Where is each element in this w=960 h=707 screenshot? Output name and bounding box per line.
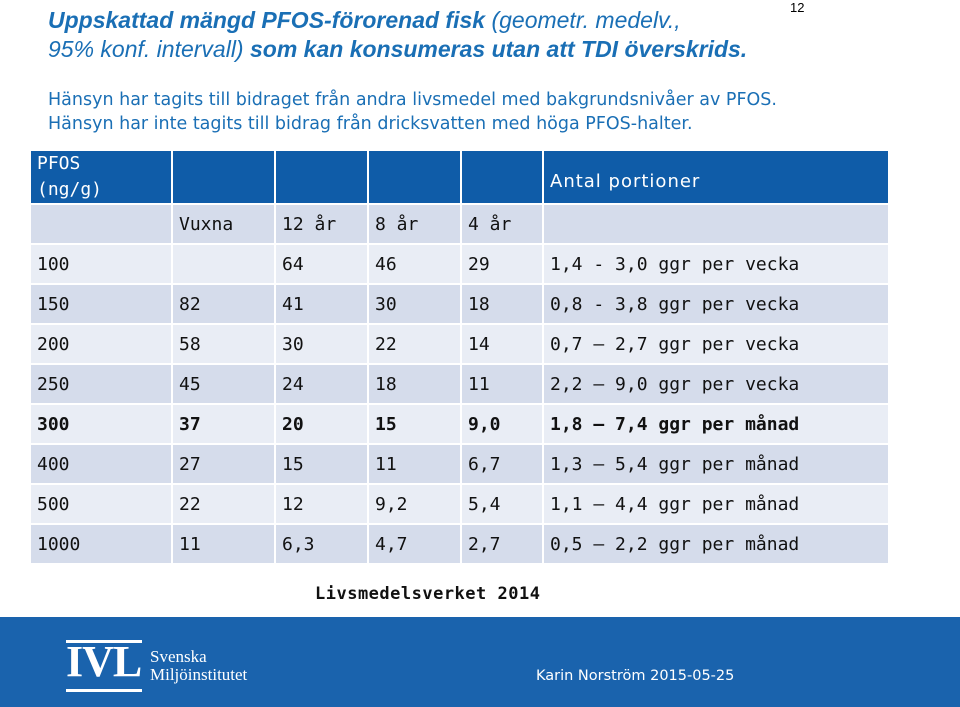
cell-8ar: 30 (369, 285, 460, 323)
group-12ar: 12 år (276, 205, 367, 243)
cell-4ar: 9,0 (462, 405, 542, 443)
cell-12ar: 30 (276, 325, 367, 363)
table-row: 300 37 20 15 9,0 1,8 – 7,4 ggr per månad (31, 405, 888, 443)
cell-pfos: 150 (31, 285, 171, 323)
cell-vuxna: 82 (173, 285, 274, 323)
logo-name-line2: Miljöinstitutet (150, 665, 248, 684)
header-empty-1 (173, 151, 274, 203)
cell-8ar: 9,2 (369, 485, 460, 523)
cell-12ar: 12 (276, 485, 367, 523)
cell-pfos: 400 (31, 445, 171, 483)
title-line1-normal: (geometr. medelv., (485, 7, 681, 33)
cell-8ar: 22 (369, 325, 460, 363)
cell-12ar: 64 (276, 245, 367, 283)
logo-bottom-rule (66, 689, 142, 692)
source-label: Livsmedelsverket 2014 (315, 584, 541, 604)
header-empty-3 (369, 151, 460, 203)
table-row: 500 22 12 9,2 5,4 1,1 – 4,4 ggr per månad (31, 485, 888, 523)
cell-pfos: 1000 (31, 525, 171, 563)
cell-4ar: 6,7 (462, 445, 542, 483)
cell-frequency: 1,3 – 5,4 ggr per månad (544, 445, 888, 483)
cell-12ar: 6,3 (276, 525, 367, 563)
group-empty (31, 205, 171, 243)
table-row: 200 58 30 22 14 0,7 – 2,7 ggr per vecka (31, 325, 888, 363)
cell-4ar: 18 (462, 285, 542, 323)
cell-vuxna: 22 (173, 485, 274, 523)
header-empty-4 (462, 151, 542, 203)
slide-number: 12 (790, 0, 805, 15)
cell-pfos: 200 (31, 325, 171, 363)
title-line2-bold: som kan konsumeras utan att TDI överskri… (249, 36, 748, 62)
group-8ar: 8 år (369, 205, 460, 243)
footer-bar (313, 617, 960, 707)
cell-frequency: 0,8 - 3,8 ggr per vecka (544, 285, 888, 323)
cell-pfos: 100 (31, 245, 171, 283)
table-header-row: PFOS (ng/g) Antal portioner (31, 151, 888, 203)
title-line1-bold: Uppskattad mängd PFOS-förorenad fisk (48, 7, 486, 33)
cell-4ar: 5,4 (462, 485, 542, 523)
cell-8ar: 18 (369, 365, 460, 403)
group-header-row: Vuxna 12 år 8 år 4 år (31, 205, 888, 243)
table-row: 150 82 41 30 18 0,8 - 3,8 ggr per vecka (31, 285, 888, 323)
header-antal-portioner: Antal portioner (544, 151, 888, 203)
logo-top-rule (66, 640, 142, 643)
header-pfos: PFOS (ng/g) (31, 151, 171, 203)
cell-vuxna (173, 245, 274, 283)
cell-12ar: 24 (276, 365, 367, 403)
cell-pfos: 500 (31, 485, 171, 523)
cell-4ar: 11 (462, 365, 542, 403)
header-empty-2 (276, 151, 367, 203)
cell-4ar: 14 (462, 325, 542, 363)
cell-4ar: 2,7 (462, 525, 542, 563)
title-line2-normal: 95% konf. intervall) (48, 36, 250, 62)
cell-12ar: 20 (276, 405, 367, 443)
cell-8ar: 11 (369, 445, 460, 483)
cell-12ar: 15 (276, 445, 367, 483)
cell-frequency: 0,5 – 2,2 ggr per månad (544, 525, 888, 563)
slide-title: Uppskattad mängd PFOS-förorenad fisk (ge… (48, 6, 928, 64)
cell-vuxna: 11 (173, 525, 274, 563)
cell-8ar: 4,7 (369, 525, 460, 563)
footer-logo-area (0, 617, 313, 707)
group-empty-2 (544, 205, 888, 243)
author-date: Karin Norström 2015-05-25 (536, 668, 735, 684)
cell-vuxna: 37 (173, 405, 274, 443)
cell-8ar: 46 (369, 245, 460, 283)
table-row: 250 45 24 18 11 2,2 – 9,0 ggr per vecka (31, 365, 888, 403)
cell-pfos: 300 (31, 405, 171, 443)
subtitle-line1: Hänsyn har tagits till bidraget från and… (48, 90, 777, 110)
logo-name-line1: Svenska (150, 647, 207, 666)
cell-frequency: 1,1 – 4,4 ggr per månad (544, 485, 888, 523)
cell-vuxna: 45 (173, 365, 274, 403)
portions-table: PFOS (ng/g) Antal portioner Vuxna 12 år 8… (29, 149, 890, 565)
cell-vuxna: 58 (173, 325, 274, 363)
group-vuxna: Vuxna (173, 205, 274, 243)
cell-frequency: 0,7 – 2,7 ggr per vecka (544, 325, 888, 363)
subtitle-line2: Hänsyn har inte tagits till bidrag från … (48, 114, 693, 134)
cell-frequency: 2,2 – 9,0 ggr per vecka (544, 365, 888, 403)
subtitle: Hänsyn har tagits till bidraget från and… (48, 88, 777, 136)
cell-12ar: 41 (276, 285, 367, 323)
table-row: 1000 11 6,3 4,7 2,7 0,5 – 2,2 ggr per månad (31, 525, 888, 563)
cell-8ar: 15 (369, 405, 460, 443)
cell-frequency: 1,8 – 7,4 ggr per månad (544, 405, 888, 443)
ivl-logo: IVL (66, 637, 142, 686)
cell-vuxna: 27 (173, 445, 274, 483)
table-row: 400 27 15 11 6,7 1,3 – 5,4 ggr per månad (31, 445, 888, 483)
cell-4ar: 29 (462, 245, 542, 283)
cell-frequency: 1,4 - 3,0 ggr per vecka (544, 245, 888, 283)
table-row: 100 64 46 29 1,4 - 3,0 ggr per vecka (31, 245, 888, 283)
cell-pfos: 250 (31, 365, 171, 403)
group-4ar: 4 år (462, 205, 542, 243)
